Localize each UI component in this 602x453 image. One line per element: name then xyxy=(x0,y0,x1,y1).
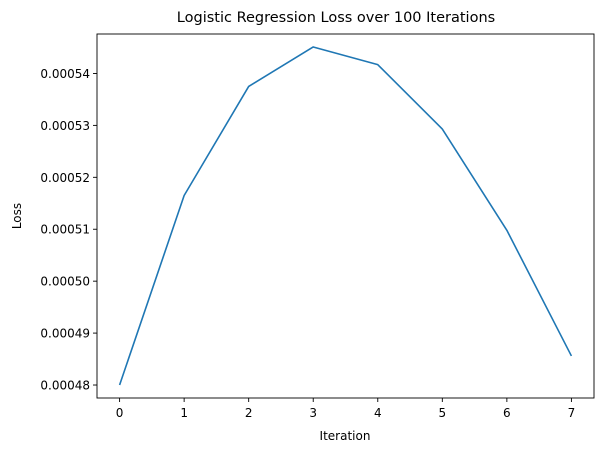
x-tick-label: 1 xyxy=(180,406,188,420)
series-line-0 xyxy=(118,46,573,386)
y-tick-label: 0.00051 xyxy=(40,223,90,237)
x-tick-label: 5 xyxy=(438,406,446,420)
chart-title: Logistic Regression Loss over 100 Iterat… xyxy=(177,10,495,26)
y-tick-label: 0.00052 xyxy=(40,171,90,185)
y-tick-label: 0.00048 xyxy=(40,379,90,393)
x-axis-label: Iteration xyxy=(320,429,371,443)
x-axis: 0 1 2 3 4 5 6 7 xyxy=(116,398,575,420)
y-tick-label: 0.00050 xyxy=(40,275,90,289)
series-layer xyxy=(118,46,573,386)
x-tick-label: 3 xyxy=(309,406,317,420)
x-tick-label: 4 xyxy=(374,406,382,420)
y-tick-label: 0.00049 xyxy=(40,327,90,341)
axes-frame xyxy=(96,33,595,399)
y-tick-label: 0.00053 xyxy=(40,119,90,133)
y-axis-label: Loss xyxy=(10,203,24,229)
x-tick-label: 6 xyxy=(503,406,511,420)
x-tick-label: 7 xyxy=(568,406,576,420)
y-axis: 0.00048 0.00049 0.00050 0.00051 0.00052 0.000… xyxy=(40,67,97,393)
y-tick-label: 0.00054 xyxy=(40,67,90,81)
x-tick-label: 2 xyxy=(245,406,253,420)
x-tick-label: 0 xyxy=(116,406,124,420)
